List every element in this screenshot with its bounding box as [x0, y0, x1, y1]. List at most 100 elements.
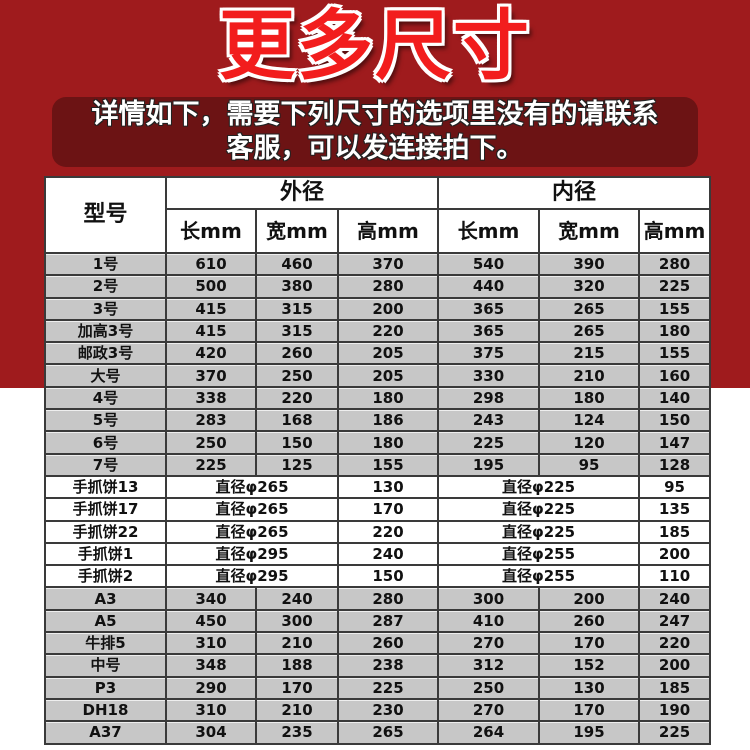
value-cell: 160 — [638, 363, 712, 388]
value-cell: 265 — [538, 318, 641, 344]
size-table: 型号 外径 内径 长mm 宽mm 高mm 长mm 宽mm 高mm 1号 610 460 370 5… — [44, 176, 712, 745]
value-cell: 240 — [255, 586, 339, 611]
model-cell: 加高3号 — [44, 318, 167, 344]
outer-diameter-cell: 直径φ295 — [165, 541, 339, 567]
value-cell: 155 — [336, 452, 440, 477]
value-cell: 180 — [538, 385, 641, 411]
value-cell: 225 — [165, 452, 257, 477]
outer-height-cell: 150 — [336, 564, 440, 589]
model-cell: A3 — [44, 586, 167, 611]
value-cell: 264 — [437, 720, 541, 745]
model-cell: 手抓饼17 — [44, 497, 167, 522]
value-cell: 283 — [165, 408, 257, 433]
value-cell: 210 — [538, 363, 641, 388]
value-cell: 130 — [538, 675, 641, 700]
value-cell: 168 — [255, 408, 339, 433]
value-cell: 310 — [165, 631, 257, 656]
value-cell: 225 — [336, 675, 440, 700]
value-cell: 155 — [638, 341, 712, 366]
value-cell: 140 — [638, 385, 712, 411]
outer-diameter-cell: 直径φ265 — [165, 497, 339, 522]
outer-header: 外径 — [164, 176, 440, 210]
model-cell: 手抓饼22 — [44, 519, 167, 544]
value-cell: 540 — [437, 251, 541, 277]
value-cell: 280 — [638, 251, 712, 277]
value-cell: 205 — [336, 363, 440, 388]
info-note: 详情如下，需要下列尺寸的选项里没有的请联系 客服，可以发连接拍下。 — [52, 97, 698, 167]
outer-height-cell: 220 — [336, 519, 440, 544]
table-row: 大号 370 250 205 330 210 160 — [44, 363, 712, 388]
table-row: 手抓饼2 直径φ295 150 直径φ255 110 — [44, 564, 712, 589]
inner-diameter-cell: 直径φ225 — [437, 497, 641, 522]
outer-diameter-cell: 直径φ265 — [165, 519, 339, 544]
table-row: A3 340 240 280 300 200 240 — [44, 586, 712, 611]
note-line-1: 详情如下，需要下列尺寸的选项里没有的请联系 — [91, 99, 659, 130]
value-cell: 304 — [165, 720, 257, 745]
value-cell: 250 — [437, 675, 541, 700]
column-header: 长mm — [437, 208, 541, 254]
table-row: 手抓饼17 直径φ265 170 直径φ225 135 — [44, 497, 712, 522]
value-cell: 170 — [255, 675, 339, 700]
value-cell: 200 — [538, 586, 641, 611]
table-row: 手抓饼22 直径φ265 220 直径φ225 185 — [44, 519, 712, 544]
table-row: 3号 415 315 200 365 265 155 — [44, 296, 712, 321]
value-cell: 280 — [336, 586, 440, 611]
inner-diameter-cell: 直径φ255 — [437, 564, 641, 589]
inner-height-cell: 135 — [638, 497, 712, 522]
table-row: DH18 310 210 230 270 170 190 — [44, 697, 712, 723]
table-row: 手抓饼1 直径φ295 240 直径φ255 200 — [44, 541, 712, 567]
table-row: 手抓饼13 直径φ265 130 直径φ225 95 — [44, 474, 712, 500]
inner-diameter-cell: 直径φ225 — [437, 519, 641, 544]
value-cell: 415 — [165, 296, 257, 321]
value-cell: 180 — [336, 385, 440, 411]
value-cell: 410 — [437, 608, 541, 634]
value-cell: 155 — [638, 296, 712, 321]
model-cell: 大号 — [44, 363, 167, 388]
value-cell: 298 — [437, 385, 541, 411]
table-row: 7号 225 125 155 195 95 128 — [44, 452, 712, 477]
value-cell: 225 — [638, 274, 712, 299]
value-cell: 375 — [437, 341, 541, 366]
value-cell: 610 — [165, 251, 257, 277]
value-cell: 315 — [255, 318, 339, 344]
value-cell: 170 — [538, 697, 641, 723]
model-header: 型号 — [44, 176, 167, 254]
value-cell: 180 — [336, 430, 440, 455]
value-cell: 415 — [165, 318, 257, 344]
table-row: 5号 283 168 186 243 124 150 — [44, 408, 712, 433]
model-cell: 牛排5 — [44, 631, 167, 656]
value-cell: 265 — [336, 720, 440, 745]
inner-header: 内径 — [437, 176, 712, 210]
value-cell: 200 — [638, 653, 712, 678]
model-cell: 7号 — [44, 452, 167, 477]
value-cell: 300 — [255, 608, 339, 634]
value-cell: 270 — [437, 631, 541, 656]
value-cell: 150 — [638, 408, 712, 433]
inner-height-cell: 200 — [638, 541, 712, 567]
value-cell: 250 — [255, 363, 339, 388]
table-row: 4号 338 220 180 298 180 140 — [44, 385, 712, 411]
value-cell: 180 — [638, 318, 712, 344]
value-cell: 348 — [165, 653, 257, 678]
value-cell: 315 — [255, 296, 339, 321]
model-cell: 5号 — [44, 408, 167, 433]
value-cell: 190 — [638, 697, 712, 723]
model-cell: P3 — [44, 675, 167, 700]
value-cell: 320 — [538, 274, 641, 299]
value-cell: 260 — [538, 608, 641, 634]
value-cell: 185 — [638, 675, 712, 700]
value-cell: 243 — [437, 408, 541, 433]
value-cell: 128 — [638, 452, 712, 477]
column-header: 长mm — [165, 208, 257, 254]
table-row: 中号 348 188 238 312 152 200 — [44, 653, 712, 678]
value-cell: 420 — [165, 341, 257, 366]
table-row: 邮政3号 420 260 205 375 215 155 — [44, 341, 712, 366]
value-cell: 280 — [336, 274, 440, 299]
value-cell: 195 — [437, 452, 541, 477]
value-cell: 240 — [638, 586, 712, 611]
model-cell: 6号 — [44, 430, 167, 455]
value-cell: 500 — [165, 274, 257, 299]
value-cell: 287 — [336, 608, 440, 634]
model-cell: DH18 — [44, 697, 167, 723]
value-cell: 340 — [165, 586, 257, 611]
